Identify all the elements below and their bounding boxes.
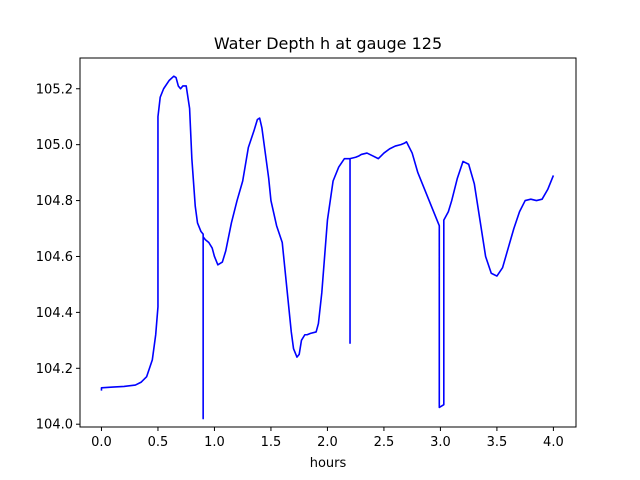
- x-axis-label: hours: [310, 456, 347, 471]
- series-line: [100, 75, 555, 420]
- x-tick-label: 1.5: [261, 435, 282, 450]
- axes-frame: [79, 57, 577, 428]
- y-tick-label: 104.8: [36, 194, 73, 209]
- x-tick-label: 1.0: [204, 435, 225, 450]
- data-layer: [100, 75, 555, 420]
- chart-title: Water Depth h at gauge 125: [214, 34, 442, 53]
- x-tick-label: 4.0: [543, 435, 564, 450]
- x-tick-label: 3.5: [487, 435, 508, 450]
- y-tick-label: 104.4: [36, 306, 73, 321]
- x-tick-label: 2.0: [317, 435, 338, 450]
- y-axis: 104.0 104.2 104.4 104.6 104.8 105.0 105.2: [36, 82, 80, 433]
- y-tick-label: 104.6: [36, 250, 73, 265]
- y-tick-label: 105.0: [36, 138, 73, 153]
- x-tick-label: 2.5: [374, 435, 395, 450]
- y-tick-label: 105.2: [36, 82, 73, 97]
- x-tick-label: 0.0: [91, 435, 112, 450]
- y-tick-label: 104.2: [36, 362, 73, 377]
- x-tick-label: 3.0: [430, 435, 451, 450]
- y-tick-label: 104.0: [36, 418, 73, 433]
- x-axis: 0.0 0.5 1.0 1.5 2.0 2.5 3.0 3.5 4.0: [91, 427, 564, 450]
- x-tick-label: 0.5: [148, 435, 169, 450]
